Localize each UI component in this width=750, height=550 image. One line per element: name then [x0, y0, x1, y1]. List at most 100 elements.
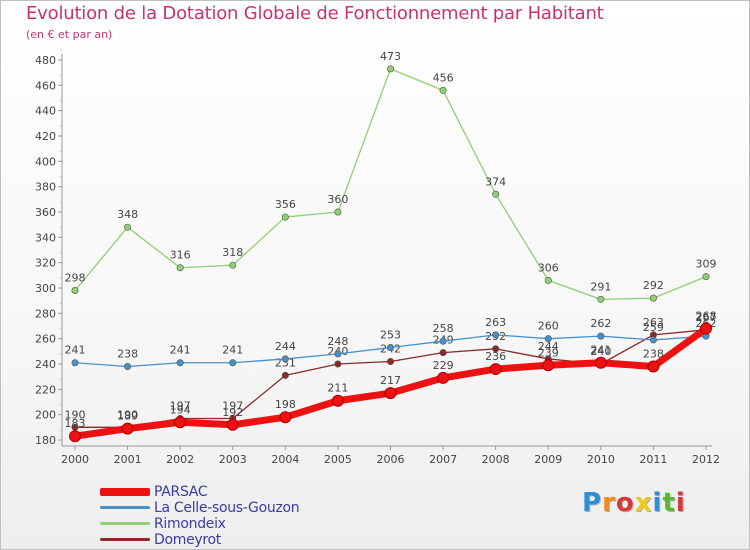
y-tick-label: 200 [35, 409, 56, 422]
data-label-la-celle-sous-gouzon: 241 [222, 344, 243, 357]
data-point-parsac [121, 422, 134, 435]
data-label-rimondeix: 456 [433, 71, 454, 84]
data-label-la-celle-sous-gouzon: 262 [590, 317, 611, 330]
data-label-domeyrot: 197 [222, 399, 243, 412]
data-point-la-celle-sous-gouzon [386, 344, 394, 352]
data-point-parsac [226, 418, 239, 431]
data-point-parsac [69, 430, 81, 443]
chart-title: Evolution de la Dotation Globale de Fonc… [26, 3, 604, 24]
data-label-domeyrot: 197 [170, 399, 191, 412]
data-label-la-celle-sous-gouzon: 238 [117, 348, 138, 361]
data-point-domeyrot [334, 360, 342, 368]
data-point-la-celle-sous-gouzon [492, 331, 500, 339]
data-label-domeyrot: 190 [65, 408, 86, 421]
legend-label-domeyrot: Domeyrot [154, 532, 221, 548]
data-point-rimondeix [124, 223, 132, 231]
data-point-parsac [647, 360, 660, 373]
data-point-parsac [174, 416, 187, 429]
series-line-rimondeix [74, 68, 707, 301]
x-tick-label: 2003 [219, 453, 247, 466]
data-label-parsac: 217 [380, 374, 401, 387]
data-point-parsac [384, 387, 397, 400]
data-point-rimondeix [176, 264, 184, 272]
data-label-parsac: 241 [590, 344, 611, 357]
data-label-parsac: 192 [222, 406, 243, 419]
data-label-parsac: 236 [485, 350, 506, 363]
data-label-la-celle-sous-gouzon: 253 [380, 329, 401, 342]
data-point-rimondeix [702, 273, 710, 281]
data-label-parsac: 229 [433, 359, 454, 372]
data-label-rimondeix: 291 [590, 280, 611, 293]
data-label-la-celle-sous-gouzon: 244 [275, 340, 296, 353]
data-label-la-celle-sous-gouzon: 263 [485, 316, 506, 329]
y-tick-label: 460 [35, 79, 56, 92]
data-point-la-celle-sous-gouzon [439, 337, 447, 345]
proxiti-logo: Proxiti [582, 488, 686, 518]
x-tick-label: 2001 [114, 453, 142, 466]
x-tick-label: 2004 [271, 453, 299, 466]
data-point-domeyrot [439, 349, 447, 357]
data-label-rimondeix: 374 [485, 175, 506, 188]
legend-swatch-domeyrot [100, 538, 150, 541]
y-tick-label: 480 [35, 54, 56, 67]
data-label-domeyrot: 244 [538, 340, 559, 353]
data-point-la-celle-sous-gouzon [544, 335, 552, 343]
data-point-parsac [594, 356, 607, 369]
data-label-rimondeix: 473 [380, 50, 401, 63]
data-point-rimondeix [229, 261, 237, 269]
data-label-la-celle-sous-gouzon: 260 [538, 320, 559, 333]
data-point-rimondeix [439, 86, 447, 94]
data-label-rimondeix: 298 [65, 272, 86, 285]
data-point-rimondeix [71, 287, 79, 295]
y-tick-label: 260 [35, 333, 56, 346]
y-tick-label: 220 [35, 383, 56, 396]
data-label-parsac: 198 [275, 398, 296, 411]
y-tick-label: 440 [35, 105, 56, 118]
data-point-la-celle-sous-gouzon [334, 350, 342, 358]
data-label-rimondeix: 318 [222, 246, 243, 259]
y-tick-label: 380 [35, 181, 56, 194]
data-point-parsac [542, 359, 555, 372]
data-label-rimondeix: 348 [117, 208, 138, 221]
data-label-parsac: 183 [65, 417, 86, 430]
data-label-la-celle-sous-gouzon: 241 [65, 344, 86, 357]
data-point-rimondeix [597, 295, 605, 303]
data-label-rimondeix: 309 [696, 258, 717, 271]
x-tick-label: 2009 [534, 453, 562, 466]
y-tick-label: 300 [35, 282, 56, 295]
x-tick-label: 2006 [377, 453, 405, 466]
legend-swatch-parsac [100, 488, 150, 496]
data-point-domeyrot [386, 357, 394, 365]
y-tick-label: 240 [35, 358, 56, 371]
data-label-la-celle-sous-gouzon: 248 [327, 335, 348, 348]
data-label-parsac: 238 [643, 348, 664, 361]
data-point-rimondeix [281, 213, 289, 221]
data-label-parsac: 239 [538, 346, 559, 359]
data-point-domeyrot [492, 345, 500, 353]
x-tick-label: 2002 [166, 453, 194, 466]
logo-letter: r [602, 488, 616, 518]
y-tick-label: 280 [35, 307, 56, 320]
data-label-rimondeix: 292 [643, 279, 664, 292]
logo-letter: o [615, 488, 635, 518]
data-point-parsac [331, 394, 344, 407]
data-point-rimondeix [492, 190, 500, 198]
data-point-rimondeix [334, 208, 342, 216]
x-tick-label: 2012 [692, 453, 720, 466]
chart-subtitle: (en € et par an) [26, 28, 113, 41]
x-tick-label: 2011 [639, 453, 667, 466]
data-label-rimondeix: 356 [275, 198, 296, 211]
logo-letter: x [634, 488, 653, 518]
data-point-parsac [279, 411, 292, 424]
data-point-la-celle-sous-gouzon [281, 355, 289, 363]
data-point-la-celle-sous-gouzon [176, 359, 184, 367]
logo-letter: t [662, 488, 676, 518]
data-point-la-celle-sous-gouzon [124, 363, 132, 371]
data-label-parsac: 211 [327, 382, 348, 395]
legend-swatch-rimondeix [100, 522, 150, 525]
legend-label-rimondeix: Rimondeix [154, 516, 226, 532]
legend-label-parsac: PARSAC [154, 484, 208, 500]
logo-letter: i [652, 488, 663, 518]
